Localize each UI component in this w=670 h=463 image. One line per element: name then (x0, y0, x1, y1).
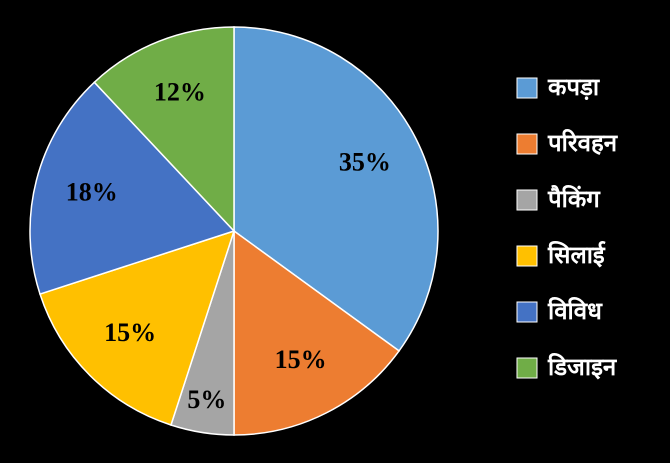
legend-label: सिलाई (547, 241, 606, 269)
legend-swatch (516, 301, 538, 323)
legend-swatch (516, 189, 538, 211)
legend-swatch (516, 357, 538, 379)
data-label: 35% (339, 147, 391, 176)
legend-label: विविध (547, 297, 603, 325)
data-label: 15% (104, 318, 156, 347)
legend-swatch (516, 77, 538, 99)
data-label: 15% (275, 345, 327, 374)
legend-label: कपड़ा (547, 73, 600, 101)
legend-label: परिवहन (547, 129, 619, 157)
legend-swatch (516, 245, 538, 267)
pie-slice (233, 229, 401, 436)
legend-swatch (516, 133, 538, 155)
legend-label: पैकिंग (547, 185, 601, 213)
pie-slice (93, 26, 235, 233)
data-label: 12% (154, 77, 206, 106)
pie-slice (39, 229, 236, 426)
data-label: 5% (187, 385, 226, 414)
pie-slice (29, 81, 236, 295)
data-label: 18% (66, 177, 118, 206)
legend-label: डिजाइन (547, 353, 618, 381)
pie-slice (233, 26, 439, 352)
